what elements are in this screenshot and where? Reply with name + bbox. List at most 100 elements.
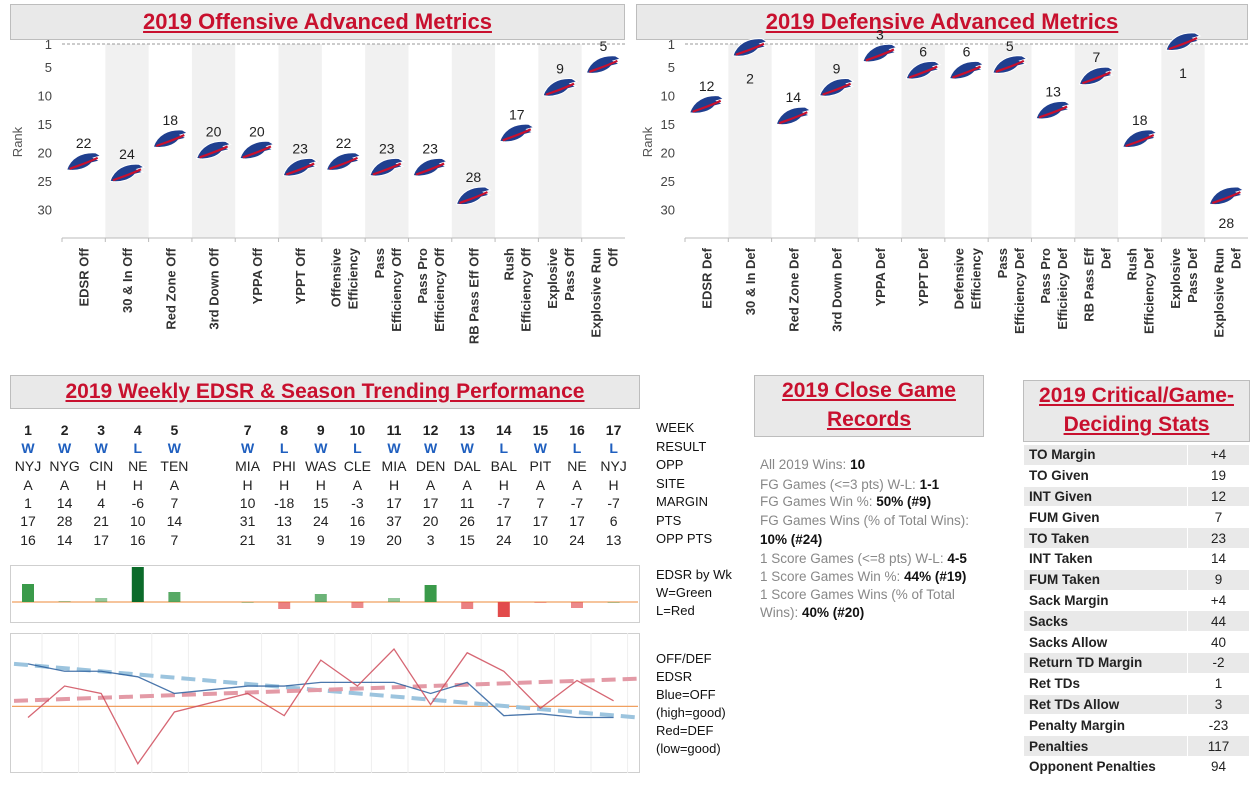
- weekly-opp-cell: NE: [128, 458, 148, 474]
- off-y-tick: 20: [38, 145, 52, 160]
- weekly-opp_pts-cell: 24: [496, 532, 512, 548]
- weekly-margin-cell: 7: [170, 495, 179, 511]
- bills-logo-icon: [282, 157, 319, 177]
- critical-stat-value: 12: [1187, 485, 1250, 508]
- weekly-results-cell: W: [314, 440, 328, 456]
- weekly-opp-cell: WAS: [305, 458, 337, 474]
- trend-labels-line: (high=good): [656, 705, 726, 720]
- off-category-label: YPPT Off: [293, 247, 308, 304]
- weekly-opp_pts-cell: 16: [130, 532, 146, 548]
- critical-stat-row: FUM Given 7: [1023, 506, 1250, 529]
- edsr-bar: [461, 602, 474, 609]
- off-y-tick: 30: [38, 202, 52, 217]
- weekly-weeks-cell: 7: [243, 422, 252, 438]
- weekly-margin-cell: 10: [239, 495, 256, 511]
- bills-logo-icon: [1035, 100, 1072, 120]
- critical-stat-row: TO Taken 23: [1023, 527, 1250, 549]
- off-category-label: Red Zone Off: [163, 247, 178, 329]
- weekly-results-cell: L: [133, 440, 143, 456]
- weekly-opp_pts-cell: 3: [426, 532, 435, 548]
- critical-stat-row: FUM Taken 9: [1023, 568, 1250, 591]
- weekly-opp-cell: BAL: [490, 458, 518, 474]
- critical-stat-label: Sacks: [1023, 610, 1188, 633]
- critical-stat-label: FUM Taken: [1023, 568, 1188, 591]
- critical-stat-value: +4: [1187, 589, 1250, 612]
- critical-stat-row: Sacks 44: [1023, 610, 1250, 633]
- weekly-results-cell: L: [353, 440, 362, 456]
- def-rank-label: 13: [1045, 83, 1061, 99]
- weekly-results-cell: W: [387, 440, 401, 456]
- weekly-results-cell: W: [57, 440, 72, 456]
- weekly-opp_pts-cell: 20: [386, 532, 402, 548]
- bills-logo-icon: [499, 123, 535, 143]
- trend-line-chart: [12, 633, 639, 773]
- off-category-label: Rush: [502, 248, 517, 281]
- bills-logo-icon: [152, 129, 189, 148]
- weekly-pts-cell: 31: [239, 513, 256, 529]
- off-category-label: Efficiency Off: [432, 247, 447, 331]
- bills-logo-icon: [369, 157, 406, 177]
- critical-stat-row: Penalties 117: [1023, 735, 1250, 757]
- weekly-opp_pts-cell: 10: [532, 532, 549, 548]
- weekly-site-cell: H: [315, 477, 326, 493]
- critical-stat-value: 19: [1187, 464, 1250, 487]
- def-rank-label: 14: [785, 89, 801, 105]
- weekly-opp-cell: CLE: [343, 458, 371, 474]
- def-rank-label: 2: [746, 71, 754, 87]
- critical-stat-label: TO Margin: [1023, 444, 1188, 466]
- weekly-site-cell: A: [572, 477, 582, 493]
- off-rank-label: 20: [206, 123, 222, 139]
- weekly-pts-cell: 21: [93, 513, 109, 529]
- weekly-pts-cell: 17: [569, 513, 585, 529]
- edsr-bar: [278, 602, 291, 609]
- def-rank-label: 5: [1006, 38, 1014, 54]
- weekly-weeks-cell: 1: [24, 422, 32, 438]
- weekly-weeks-cell: 14: [496, 422, 512, 438]
- def-rank-label: 9: [833, 61, 841, 77]
- weekly-opp_pts-cell: 19: [349, 532, 366, 548]
- weekly-results-cell: L: [572, 440, 582, 456]
- critical-stat-value: 9: [1187, 568, 1250, 591]
- edsr-bar: [607, 602, 620, 603]
- weekly-margin-cell: 1: [24, 495, 32, 511]
- cg-one-share: 1 Score Games Wins (% of Total: [760, 587, 955, 602]
- critical-stat-row: INT Taken 14: [1023, 547, 1250, 570]
- def-y-tick: 30: [661, 202, 675, 217]
- bills-logo-icon: [325, 152, 362, 171]
- trend-labels-line: EDSR: [656, 669, 693, 684]
- weekly-pts-cell: 24: [313, 513, 329, 529]
- weekly-opp-cell: MIA: [235, 458, 261, 474]
- critical-stat-row: Return TD Margin -2: [1023, 651, 1250, 674]
- def-rank-label: 7: [1093, 49, 1101, 65]
- weekly-opp-cell: NYJ: [14, 458, 42, 474]
- def-category-label: Def: [1098, 247, 1113, 269]
- weekly-pts-cell: 6: [609, 513, 618, 529]
- critical-stat-value: 117: [1187, 735, 1250, 757]
- weekly-pts-cell: 10: [130, 513, 146, 529]
- critical-stat-label: INT Taken: [1023, 547, 1188, 570]
- def-y-tick: 5: [668, 60, 675, 75]
- bills-logo-icon: [948, 60, 985, 80]
- def-y-tick: 20: [661, 145, 675, 160]
- bills-logo-icon: [412, 157, 449, 177]
- critical-stat-value: +4: [1187, 444, 1250, 466]
- weekly-site-cell: H: [132, 477, 143, 493]
- edsr-labels-line: EDSR by Wk: [656, 567, 732, 582]
- defensive-title: 2019 Defensive Advanced Metrics: [636, 4, 1248, 40]
- critical-stat-label: INT Given: [1023, 485, 1188, 508]
- critical-stat-value: 44: [1187, 610, 1250, 633]
- edsr-bar: [351, 602, 364, 608]
- critical-stat-value: 1: [1187, 672, 1250, 695]
- weekly-site-cell: A: [535, 477, 546, 493]
- weekly-results-cell: L: [609, 440, 618, 456]
- off-category-label: YPPA Off: [250, 247, 265, 304]
- weekly-opp_pts-cell: 14: [56, 532, 73, 548]
- def-rank-label: 3: [876, 26, 884, 42]
- weekly-weeks-cell: 10: [349, 422, 366, 438]
- critical-stat-label: Penalty Margin: [1023, 714, 1188, 737]
- def-rank-label: 12: [699, 78, 715, 94]
- critical-stat-row: TO Margin +4: [1023, 444, 1250, 466]
- weekly-margin-cell: 14: [56, 495, 73, 511]
- critical-stat-row: Penalty Margin -23: [1023, 714, 1250, 737]
- critical-stat-label: TO Taken: [1023, 527, 1188, 549]
